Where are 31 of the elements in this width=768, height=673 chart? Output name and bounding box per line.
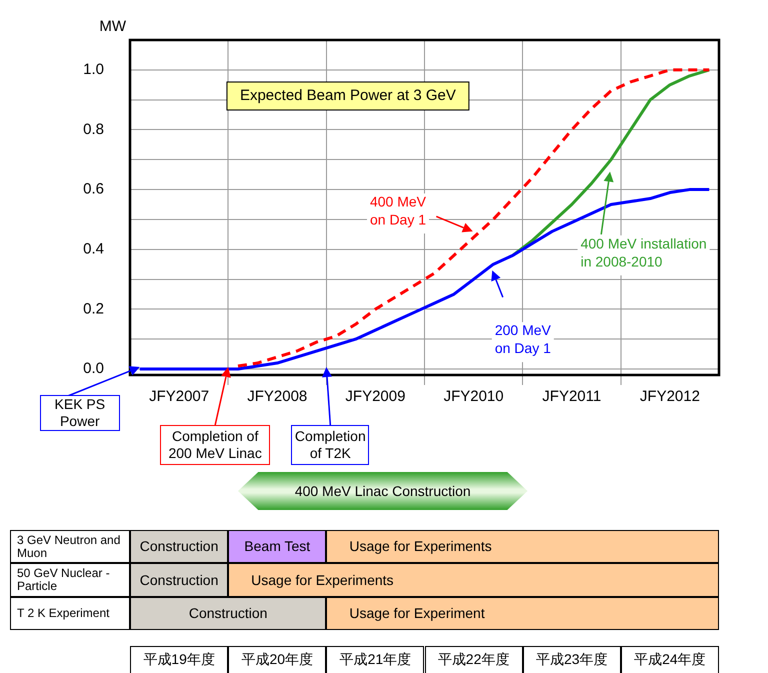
schedule-cell: Usage for Experiments	[228, 563, 719, 597]
x-tick-label: JFY2011	[542, 388, 602, 406]
line-series	[236, 68, 711, 368]
x-tick-label: JFY2010	[444, 388, 504, 406]
y-tick-label: 0.0	[83, 360, 104, 378]
x-tick-label: JFY2009	[345, 388, 406, 406]
y-tick-label: 0.8	[83, 120, 104, 138]
schedule-cell: Beam Test	[228, 530, 326, 563]
schedule-row-name: 50 GeV Nuclear - Particle	[10, 563, 130, 597]
schedule-cell: Construction	[130, 563, 228, 597]
schedule-cell: Construction	[130, 530, 228, 563]
text: 400 MeV installation in 2008-2010	[580, 235, 707, 270]
text: 200 MeV on Day 1	[494, 322, 552, 356]
callout-box: KEK PS Power	[40, 395, 120, 431]
text: Expected Beam Power at 3 GeV	[240, 87, 456, 104]
text: 400 MeV on Day 1	[370, 193, 427, 228]
x-tick-label: JFY2008	[247, 388, 308, 406]
y-axis-title: MW	[99, 18, 127, 36]
y-tick-label: 0.4	[83, 240, 104, 258]
y-tick-label: 1.0	[83, 61, 104, 78]
callout-box: Completion of 200 MeV Linac	[160, 425, 270, 465]
schedule-row-name: 3 GeV Neutron and Muon	[10, 530, 130, 563]
schedule-cell: Usage for Experiments	[326, 530, 719, 563]
y-tick-label: 0.2	[83, 300, 104, 318]
schedule-cell: Construction	[130, 597, 326, 630]
x-tick-label: JFY2007	[149, 388, 210, 406]
schedule-cell: Usage for Experiment	[326, 597, 719, 630]
x-tick-label: JFY2012	[640, 388, 700, 406]
schedule-row-name: T 2 K Experiment	[10, 597, 130, 630]
callout-box: Completion of T2K	[291, 425, 370, 465]
y-tick-label: 0.6	[83, 180, 104, 198]
